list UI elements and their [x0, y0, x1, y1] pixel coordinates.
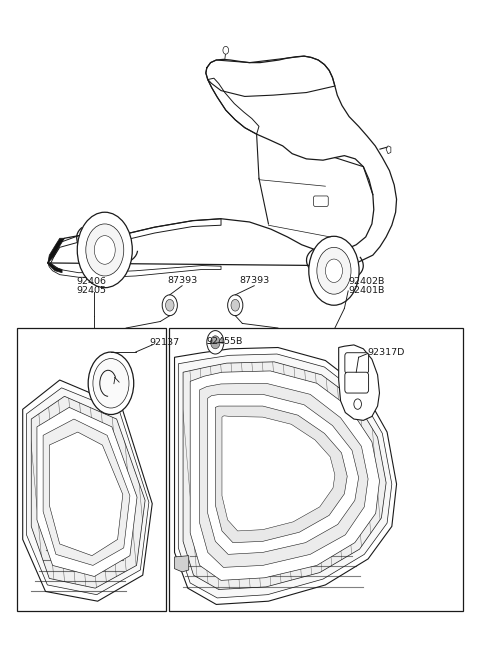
Circle shape	[162, 295, 178, 316]
Circle shape	[309, 236, 359, 305]
Polygon shape	[37, 407, 137, 577]
Circle shape	[166, 299, 174, 311]
Polygon shape	[48, 263, 62, 273]
Circle shape	[95, 236, 115, 264]
Bar	[169, 328, 463, 611]
Text: 92406: 92406	[76, 277, 106, 285]
Text: 87393: 87393	[167, 276, 197, 285]
Circle shape	[77, 213, 132, 288]
Polygon shape	[222, 416, 335, 531]
Polygon shape	[175, 556, 189, 572]
Polygon shape	[23, 380, 152, 601]
Circle shape	[93, 359, 129, 408]
Text: 87393: 87393	[239, 276, 269, 285]
FancyBboxPatch shape	[313, 196, 328, 207]
Text: 92405: 92405	[76, 286, 106, 295]
Circle shape	[86, 224, 124, 276]
Text: 92402B: 92402B	[348, 277, 384, 285]
Circle shape	[211, 336, 220, 349]
Circle shape	[207, 331, 224, 354]
Polygon shape	[31, 396, 145, 588]
Bar	[17, 328, 167, 611]
Polygon shape	[190, 371, 380, 581]
Polygon shape	[339, 345, 380, 420]
Text: 92317D: 92317D	[367, 348, 405, 358]
Polygon shape	[49, 432, 123, 556]
Polygon shape	[48, 238, 64, 263]
Polygon shape	[200, 383, 368, 567]
FancyBboxPatch shape	[345, 353, 369, 373]
Polygon shape	[26, 388, 149, 595]
Polygon shape	[175, 348, 396, 604]
Text: 92401B: 92401B	[348, 286, 384, 295]
Circle shape	[354, 399, 361, 409]
Circle shape	[325, 259, 342, 283]
Polygon shape	[216, 406, 347, 543]
Text: 92137: 92137	[150, 338, 180, 348]
Circle shape	[223, 47, 228, 54]
Circle shape	[88, 352, 134, 415]
FancyBboxPatch shape	[345, 372, 369, 393]
Circle shape	[231, 299, 240, 311]
Polygon shape	[208, 394, 359, 554]
Polygon shape	[183, 362, 386, 590]
Polygon shape	[386, 146, 391, 154]
Circle shape	[317, 247, 351, 294]
Polygon shape	[43, 419, 130, 565]
Circle shape	[228, 295, 243, 316]
Polygon shape	[179, 354, 392, 598]
Text: 92455B: 92455B	[207, 337, 243, 346]
